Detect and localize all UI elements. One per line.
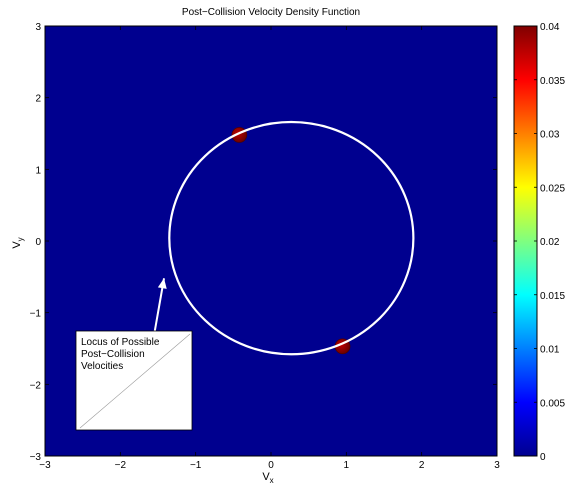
colorbar-tick-label: 0.005 [540, 398, 565, 409]
annotation-line-2: Post−Collision [81, 349, 145, 360]
annotation: Locus of Possible Post−Collision Velocit… [75, 330, 193, 431]
colorbar-ticks: 0 0.005 0.01 0.015 0.02 0.025 0.03 0.035 0.04 [514, 22, 565, 463]
colorbar [513, 25, 538, 457]
y-axis-label-main: V [11, 241, 23, 249]
annotation-text: Locus of Possible Post−Collision Velocit… [81, 337, 162, 372]
colorbar-tick-label: 0.02 [540, 237, 560, 248]
colorbar-tick-label: 0.04 [540, 22, 560, 33]
x-tick-label: 0 [268, 460, 274, 471]
locus-circle [168, 120, 415, 356]
x-axis-label: Vx [262, 471, 273, 485]
y-tick-label: 1 [35, 165, 41, 176]
y-axis-label-sub: y [16, 237, 25, 241]
x-axis-label-main: V [262, 471, 270, 483]
y-tick-label: 2 [35, 94, 41, 105]
colorbar-tick-label: 0.01 [540, 345, 560, 356]
colorbar-tick-label: 0.03 [540, 130, 560, 141]
overlay-layer [153, 120, 415, 356]
y-tick-label: −2 [30, 380, 42, 391]
x-tick-label: 1 [344, 460, 350, 471]
y-tick-label: −3 [30, 452, 42, 463]
annotation-arrow-head [157, 278, 167, 289]
annotation-diagonal [79, 333, 191, 429]
x-tick-label: −1 [190, 460, 202, 471]
colorbar-tick-label: 0.025 [540, 183, 565, 194]
x-axis: −3 −2 −1 0 1 2 3 [39, 26, 500, 471]
colorbar-tick-label: 0 [540, 452, 546, 463]
x-tick-label: −3 [39, 460, 51, 471]
x-tick-label: 3 [494, 460, 500, 471]
colorbar-tick-label: 0.035 [540, 76, 565, 87]
y-tick-label: 3 [35, 22, 41, 33]
y-tick-label: −1 [30, 309, 42, 320]
x-tick-label: 2 [419, 460, 425, 471]
y-tick-label: 0 [35, 237, 41, 248]
annotation-line-3: Velocities [81, 361, 123, 372]
x-axis-label-sub: x [270, 476, 274, 485]
annotation-box [75, 330, 193, 431]
annotation-line-1: Locus of Possible [81, 337, 160, 348]
x-tick-label: −2 [115, 460, 127, 471]
colorbar-tick-label: 0.015 [540, 291, 565, 302]
y-axis-label: Vy [11, 237, 25, 248]
chart-title: Post−Collision Velocity Density Function [182, 7, 360, 18]
y-axis: −3 −2 −1 0 1 2 3 [30, 22, 497, 463]
